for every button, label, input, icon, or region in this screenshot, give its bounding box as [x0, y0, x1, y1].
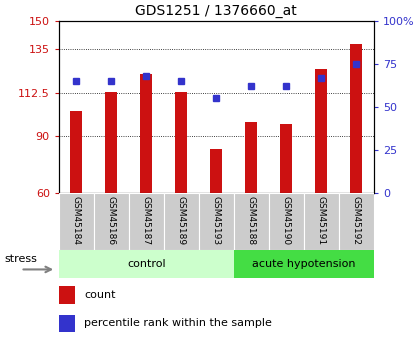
Bar: [164, 193, 199, 250]
Bar: [350, 44, 362, 193]
Bar: [199, 193, 234, 250]
Bar: [59, 286, 75, 304]
Text: GSM45193: GSM45193: [212, 196, 221, 245]
Text: percentile rank within the sample: percentile rank within the sample: [84, 318, 272, 328]
Text: stress: stress: [4, 254, 37, 264]
Text: GSM45189: GSM45189: [177, 196, 186, 245]
Bar: [59, 193, 94, 250]
Text: acute hypotension: acute hypotension: [252, 259, 356, 269]
Text: GSM45192: GSM45192: [352, 196, 361, 245]
Bar: [280, 124, 292, 193]
Bar: [175, 92, 187, 193]
Bar: [129, 193, 164, 250]
Text: count: count: [84, 290, 116, 300]
Bar: [304, 193, 339, 250]
Text: GSM45188: GSM45188: [247, 196, 256, 245]
Bar: [234, 193, 269, 250]
Text: GSM45184: GSM45184: [72, 196, 81, 245]
Bar: [315, 69, 328, 193]
Bar: [59, 315, 75, 332]
Text: GSM45186: GSM45186: [107, 196, 116, 245]
Title: GDS1251 / 1376660_at: GDS1251 / 1376660_at: [135, 4, 297, 18]
Text: GSM45191: GSM45191: [317, 196, 326, 245]
Bar: [234, 250, 374, 278]
Text: GSM45190: GSM45190: [282, 196, 291, 245]
Bar: [70, 111, 82, 193]
Bar: [210, 149, 223, 193]
Bar: [94, 193, 129, 250]
Bar: [140, 75, 152, 193]
Bar: [339, 193, 374, 250]
Bar: [105, 92, 118, 193]
Text: control: control: [127, 259, 165, 269]
Bar: [269, 193, 304, 250]
Bar: [245, 122, 257, 193]
Bar: [59, 250, 234, 278]
Text: GSM45187: GSM45187: [142, 196, 151, 245]
